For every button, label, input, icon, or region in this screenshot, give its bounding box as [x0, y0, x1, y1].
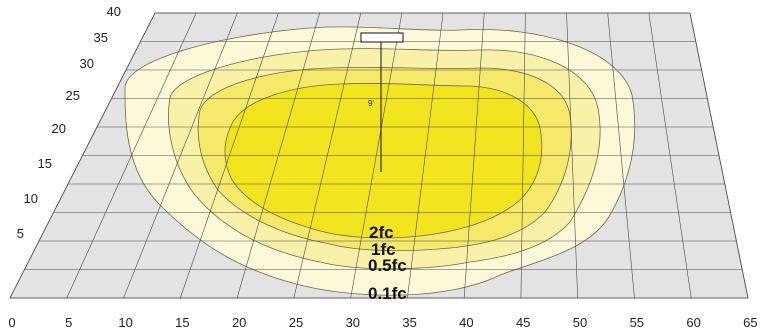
x-tick-label: 55: [630, 315, 644, 330]
x-tick-label: 15: [175, 315, 189, 330]
x-tick-label: 50: [573, 315, 587, 330]
y-tick-label: 10: [24, 191, 38, 206]
fixture-icon: [360, 32, 404, 43]
contour-2fc-zone: [224, 83, 543, 239]
x-tick-label: 45: [516, 315, 530, 330]
x-tick-label: 25: [289, 315, 303, 330]
contour-label-2fc: 2fc: [369, 223, 394, 242]
contour-label-1fc: 1fc: [371, 240, 396, 259]
mount-height-label: 9': [368, 99, 374, 108]
x-tick-label: 30: [346, 315, 360, 330]
x-tick-label: 35: [402, 315, 416, 330]
contour-label-0.5fc: 0.5fc: [368, 256, 407, 275]
x-tick-label: 40: [459, 315, 473, 330]
x-tick-label: 5: [65, 315, 72, 330]
y-tick-label: 15: [38, 156, 52, 171]
x-axis-ticks: 0 5 10 15 20 25 30 35 40 45 50 55 60 65: [8, 315, 757, 330]
x-tick-label: 10: [118, 315, 132, 330]
x-tick-label: 60: [686, 315, 700, 330]
contour-label-0.1fc: 0.1fc: [368, 284, 407, 303]
y-tick-label: 35: [94, 30, 108, 45]
y-tick-label: 20: [52, 121, 66, 136]
x-tick-label: 20: [232, 315, 246, 330]
y-tick-label: 40: [107, 4, 121, 19]
y-tick-label: 30: [80, 56, 94, 71]
y-tick-label: 5: [17, 226, 24, 241]
floor-edge: [9, 12, 749, 299]
x-tick-label: 65: [743, 315, 757, 330]
y-tick-label: 25: [66, 88, 80, 103]
x-tick-label: 0: [8, 315, 15, 330]
